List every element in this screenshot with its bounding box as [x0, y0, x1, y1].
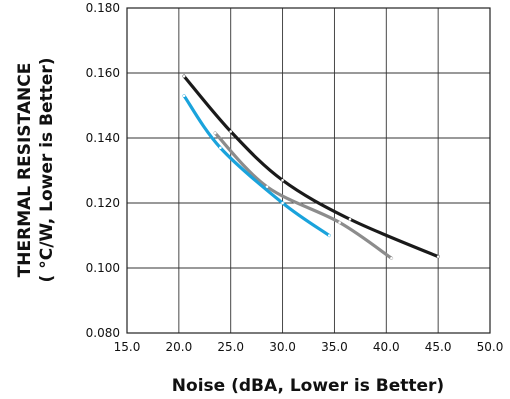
series-line-1	[182, 74, 440, 259]
y-axis-title: THERMAL RESISTANCE ( °C/W, Lower is Bett…	[15, 58, 57, 283]
series-group	[182, 74, 440, 260]
series-2-point	[390, 256, 393, 260]
x-tick-label: 35.0	[321, 340, 348, 354]
y-tick-label: 0.140	[86, 131, 120, 145]
y-tick-label: 0.180	[86, 1, 120, 15]
series-line-2	[213, 131, 394, 260]
grid	[126, 7, 491, 334]
y-tick-label: 0.080	[86, 326, 120, 340]
series-2-point	[213, 131, 217, 135]
series-1-point	[229, 130, 233, 133]
series-3-point	[281, 201, 284, 205]
y-tick-label: 0.120	[86, 196, 120, 210]
x-axis-title: Noise (dBA, Lower is Better)	[172, 376, 444, 396]
y-tick-label: 0.100	[86, 261, 120, 275]
x-tick-label: 40.0	[373, 340, 400, 354]
series-1-point	[348, 217, 352, 221]
series-line-3	[182, 94, 331, 238]
x-tick-label: 50.0	[477, 340, 504, 354]
series-3-point	[182, 94, 186, 98]
x-tick-label: 30.0	[269, 340, 296, 354]
x-tick-label: 45.0	[425, 340, 452, 354]
plot-frame	[126, 7, 491, 334]
series-1-point	[281, 178, 284, 182]
series-3-point	[327, 234, 331, 237]
series-1-point	[436, 255, 440, 258]
y-axis-title-line2: ( °C/W, Lower is Better)	[37, 58, 57, 283]
x-tick-label: 20.0	[165, 340, 192, 354]
series-1-point	[182, 74, 186, 78]
y-axis-title-line1: THERMAL RESISTANCE	[15, 63, 35, 278]
series-2-point	[338, 221, 341, 224]
x-tick-label: 25.0	[217, 340, 244, 354]
x-tick-label: 15.0	[114, 340, 141, 354]
y-tick-label: 0.160	[86, 66, 120, 80]
series-2-point	[265, 185, 269, 189]
series-3-point	[219, 146, 222, 150]
tick-labels: 15.0 20.0 25.0 30.0 35.0 40.0 45.0 50.0 0.080 0.1…	[86, 1, 504, 354]
